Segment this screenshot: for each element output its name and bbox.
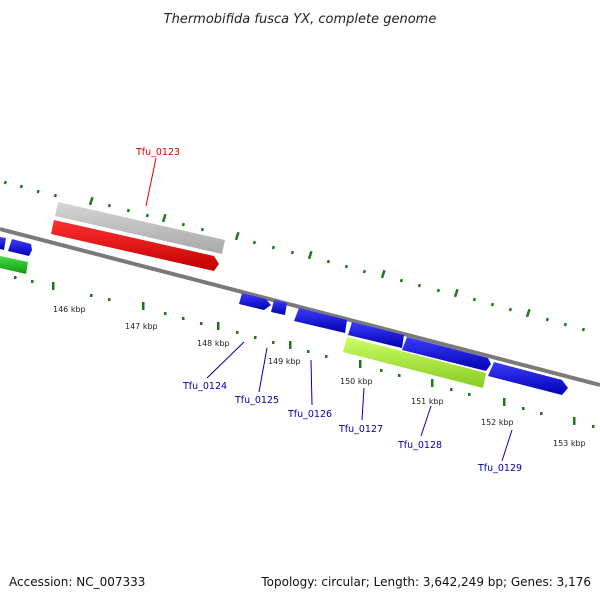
tick-mark [436, 288, 441, 293]
feature-lime-bar[interactable] [343, 337, 486, 388]
kbp-label: 149 kbp [268, 357, 301, 366]
kbp-label: 153 kbp [553, 439, 586, 448]
tick-mark [181, 222, 186, 227]
tick-mark-major [88, 196, 94, 206]
tick-mark [14, 276, 17, 279]
tick-mark [417, 283, 422, 288]
gene-arrow-tfu-0124[interactable] [239, 293, 271, 310]
tick-mark [3, 180, 8, 185]
tick-mark [272, 341, 275, 344]
tick-mark [90, 294, 93, 297]
tick-mark [522, 407, 525, 410]
tick-mark [252, 240, 257, 245]
tick-mark-major [142, 302, 145, 310]
tick-mark [182, 317, 185, 320]
tick-mark [398, 374, 401, 377]
tick-mark-major [234, 231, 240, 241]
tick-mark-major [573, 417, 576, 425]
tick-mark [380, 369, 383, 372]
tick-mark [362, 269, 367, 274]
tick-mark-major [503, 398, 506, 406]
accession-text: Accession: NC_007333 [9, 575, 145, 589]
kbp-label: 152 kbp [481, 418, 514, 427]
tick-mark [107, 203, 112, 208]
tick-mark [145, 213, 150, 218]
tick-mark [490, 302, 495, 307]
tick-mark-major [289, 341, 292, 349]
label-leader-tfu-0126 [310, 359, 313, 406]
gene-arrow-left-2[interactable] [8, 239, 32, 256]
tick-mark [53, 193, 58, 198]
gene-label-tfu-0126[interactable]: Tfu_0126 [287, 409, 332, 420]
tick-mark-major [359, 360, 362, 368]
gene-arrow-tfu-0127[interactable] [348, 322, 404, 348]
tick-mark [325, 355, 328, 358]
inner-tick-track [14, 276, 595, 428]
gene-label-tfu-0125[interactable]: Tfu_0125 [234, 395, 279, 406]
tick-mark [450, 388, 453, 391]
gene-label-tfu-0127[interactable]: Tfu_0127 [338, 424, 383, 435]
gene-arrow-tfu-0129[interactable] [488, 362, 568, 395]
label-leader-tfu-0123 [145, 157, 157, 207]
tick-mark-major [52, 282, 55, 290]
tick-mark [254, 336, 257, 339]
tick-mark [344, 264, 349, 269]
gene-arrow-tfu-0128[interactable] [402, 337, 491, 371]
tick-mark [108, 298, 111, 301]
kbp-label: 148 kbp [197, 339, 230, 348]
tick-mark [508, 307, 513, 312]
kbp-label: 147 kbp [125, 322, 158, 331]
label-leader-tfu-0125 [258, 347, 268, 393]
label-leader-tfu-0127 [361, 387, 365, 421]
kbp-label: 146 kbp [53, 305, 86, 314]
tick-mark-major [161, 213, 167, 223]
tick-mark [326, 259, 331, 264]
tick-mark [540, 412, 543, 415]
feature-green-left[interactable] [0, 256, 28, 274]
tick-mark [236, 331, 239, 334]
tick-mark [581, 327, 586, 332]
tick-mark [271, 245, 276, 250]
tick-mark [472, 297, 477, 302]
label-leader-tfu-0124 [206, 341, 245, 379]
tick-mark-major [380, 269, 386, 279]
tick-mark [399, 278, 404, 283]
map-title: Thermobifida fusca YX, complete genome [164, 12, 437, 27]
gene-arrow-tfu-0126[interactable] [294, 308, 347, 333]
genome-summary-text: Topology: circular; Length: 3,642,249 bp… [260, 575, 591, 589]
tick-mark [200, 322, 203, 325]
tick-mark [468, 393, 471, 396]
tick-mark [31, 280, 34, 283]
tick-mark-major [431, 379, 434, 387]
genome-backbone [0, 227, 600, 387]
gene-arrow-tfu-0125[interactable] [271, 300, 287, 315]
outer-tick-track [3, 180, 586, 332]
tick-mark-major [525, 308, 531, 318]
tick-mark-major [307, 250, 313, 260]
gene-label-tfu-0129[interactable]: Tfu_0129 [477, 463, 522, 474]
tick-mark-major [453, 288, 459, 298]
gene-arrow-left-1[interactable] [0, 237, 6, 250]
gene-label-tfu-0124[interactable]: Tfu_0124 [182, 381, 227, 392]
label-leader-tfu-0128 [420, 405, 432, 437]
gene-arrow-tfu-0123[interactable] [51, 220, 219, 271]
tick-mark [164, 312, 167, 315]
tick-mark-major [217, 322, 220, 330]
tick-mark [126, 208, 131, 213]
tick-mark [290, 250, 295, 255]
tick-mark [563, 322, 568, 327]
tick-mark [307, 350, 310, 353]
tick-mark [545, 317, 550, 322]
kbp-label: 150 kbp [340, 377, 373, 386]
gene-label-tfu-0123[interactable]: Tfu_0123 [135, 147, 180, 158]
gene-label-tfu-0128[interactable]: Tfu_0128 [397, 440, 442, 451]
tick-mark [19, 184, 24, 189]
feature-gray-bar[interactable] [55, 202, 225, 254]
label-leader-tfu-0129 [501, 429, 513, 462]
tick-mark [36, 189, 40, 194]
tick-mark [592, 425, 595, 428]
tick-mark [200, 227, 205, 232]
kbp-label: 151 kbp [411, 397, 444, 406]
